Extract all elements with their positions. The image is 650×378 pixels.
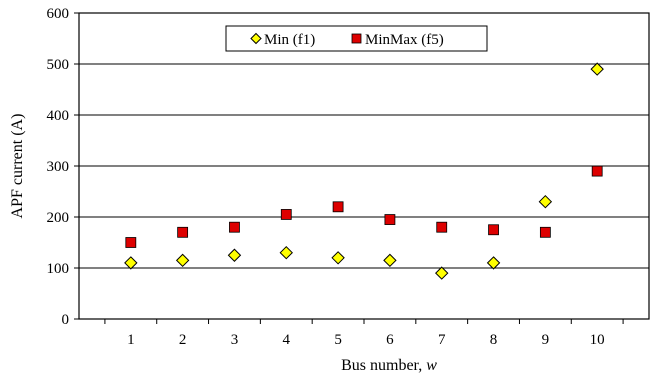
x-axis: 1 2 3 4 5 6 7 8 9 10: [104, 319, 624, 348]
grid-lines: [79, 63, 649, 269]
point-min-f1-bus-2: [175, 253, 190, 268]
point-min-f1-bus-5: [331, 251, 345, 265]
point-min-f1-bus-4: [279, 245, 293, 260]
point-minmax-f5-bus-6: [384, 214, 396, 225]
point-minmax-f5-bus-7: [436, 221, 448, 233]
legend-label-minmax-f5: MinMax (f5): [365, 32, 444, 48]
x-tick-label-2: 2: [179, 332, 187, 348]
legend: Min (f1) MinMax (f5): [225, 25, 488, 52]
point-minmax-f5-bus-8: [488, 224, 499, 236]
x-axis-title-text: Bus number,: [341, 357, 426, 374]
x-tick-label-9: 9: [542, 332, 550, 348]
point-minmax-f5-bus-2: [177, 226, 189, 238]
point-min-f1-bus-8: [486, 256, 501, 270]
point-min-f1-bus-7: [435, 266, 449, 280]
legend-marker-minmax-f5: [351, 33, 362, 44]
data-points: [124, 62, 604, 280]
point-minmax-f5-bus-1: [125, 237, 137, 248]
point-min-f1-bus-6: [383, 253, 397, 268]
point-min-f1-bus-10: [590, 62, 604, 76]
point-min-f1-bus-1: [124, 256, 138, 270]
y-tick-label-600: 600: [47, 6, 70, 22]
y-axis-title: APF current (A): [9, 114, 26, 219]
x-axis-title-variable: w: [426, 357, 437, 374]
x-tick-label-8: 8: [490, 332, 498, 348]
x-axis-title: Bus number, w: [341, 357, 437, 374]
x-tick-label-6: 6: [386, 332, 394, 348]
y-tick-label-400: 400: [47, 108, 70, 124]
y-tick-label-100: 100: [47, 261, 70, 277]
point-minmax-f5-bus-10: [591, 165, 603, 177]
x-tick-label-5: 5: [334, 332, 342, 348]
point-minmax-f5-bus-4: [280, 209, 292, 220]
x-tick-label-10: 10: [590, 332, 605, 348]
y-tick-label-200: 200: [47, 210, 70, 226]
x-tick-label-1: 1: [127, 332, 135, 348]
y-tick-label-500: 500: [47, 57, 70, 73]
point-min-f1-bus-9: [538, 194, 553, 209]
y-tick-label-0: 0: [62, 312, 70, 328]
x-tick-label-3: 3: [231, 332, 239, 348]
point-minmax-f5-bus-9: [539, 226, 551, 238]
point-min-f1-bus-3: [227, 248, 242, 262]
x-tick-label-7: 7: [438, 332, 446, 348]
x-tick-label-4: 4: [283, 332, 291, 348]
point-minmax-f5-bus-3: [229, 221, 240, 233]
legend-label-min-f1: Min (f1): [264, 32, 315, 48]
y-axis: 0 100 200 300 400 500 600: [47, 6, 79, 328]
point-minmax-f5-bus-5: [332, 201, 344, 213]
y-tick-label-300: 300: [47, 159, 70, 175]
legend-marker-min-f1: [250, 32, 262, 45]
